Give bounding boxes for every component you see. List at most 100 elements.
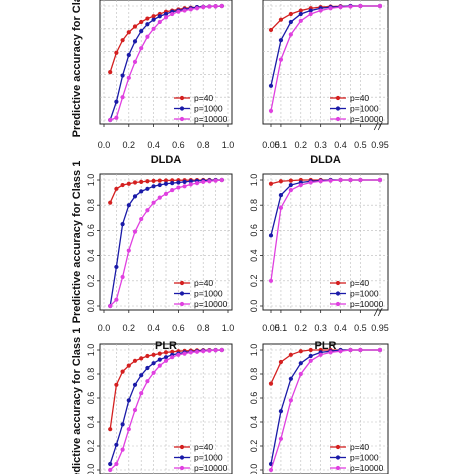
axis-break-mark	[373, 307, 379, 317]
y-tick-label: 0.0	[249, 464, 259, 474]
data-point	[176, 180, 181, 185]
data-point	[182, 351, 187, 356]
data-point	[120, 369, 125, 374]
data-point	[176, 185, 181, 190]
data-point	[328, 6, 333, 11]
data-point	[298, 361, 303, 366]
panel-title: DLDA	[310, 154, 341, 166]
data-point	[201, 179, 206, 184]
x-tick-label: 0.6	[172, 140, 185, 150]
data-point	[132, 407, 138, 413]
data-point	[182, 184, 187, 189]
data-point	[145, 208, 150, 213]
y-tick-label: 0.6	[86, 392, 96, 405]
data-point	[338, 5, 343, 10]
axis-break-mark	[373, 121, 379, 131]
x-tick-label: 0.4	[334, 140, 347, 150]
legend-marker	[179, 116, 185, 122]
data-point	[268, 27, 274, 33]
axis-break-mark	[377, 121, 383, 131]
panel-5: 0.0 0.2 0.4 0.6 0.8 1.0 PLR Predictive accuracy…	[71, 328, 233, 474]
legend-marker	[179, 280, 185, 286]
data-point	[163, 181, 169, 186]
panel-title: DLDA	[151, 154, 182, 166]
data-point	[298, 371, 303, 377]
x-tick-label: 0.95	[371, 140, 389, 150]
legend-marker	[179, 465, 185, 471]
y-tick-label: 1.0	[86, 174, 96, 187]
data-point	[163, 355, 169, 360]
legend-label: p=40	[194, 278, 213, 288]
legend-marker	[335, 291, 341, 296]
data-point	[120, 422, 125, 427]
data-point	[139, 356, 144, 361]
data-point	[318, 179, 323, 184]
data-point	[151, 26, 156, 31]
data-point	[120, 222, 125, 227]
data-point	[288, 187, 293, 193]
data-point	[108, 117, 113, 123]
series-line-p=1000	[270, 179, 380, 236]
legend-label: p=10000	[194, 114, 228, 124]
x-tick-label: 0.3	[314, 140, 327, 150]
data-point	[114, 186, 119, 191]
data-point	[126, 363, 131, 368]
panel-1: 0.0 0.2 0.4 0.6 0.8 1.0 Predictive accuracy fo…	[71, 0, 234, 150]
data-point	[145, 365, 150, 371]
y-tick-label: 0.6	[249, 392, 259, 405]
x-tick-label: 0.95	[371, 323, 389, 333]
data-point	[268, 181, 274, 186]
data-point	[219, 3, 224, 9]
data-point	[163, 15, 169, 20]
data-point	[157, 182, 162, 188]
series-group	[108, 3, 224, 123]
data-point	[182, 8, 187, 13]
y-tick-label: 0.0	[249, 300, 259, 313]
legend-marker	[335, 301, 341, 307]
data-point	[157, 19, 162, 25]
data-point	[308, 180, 313, 185]
data-point	[151, 370, 156, 375]
data-point	[139, 19, 144, 25]
plot-frame	[262, 343, 389, 474]
data-point	[298, 11, 303, 17]
legend-marker	[179, 301, 185, 307]
data-point	[108, 303, 113, 309]
data-point	[145, 353, 150, 359]
data-point	[132, 358, 138, 363]
legend-label: p=40	[194, 442, 213, 452]
data-point	[170, 187, 175, 193]
data-point	[157, 178, 162, 183]
data-point	[308, 11, 313, 17]
data-point	[207, 179, 212, 184]
data-point	[358, 347, 363, 353]
y-tick-label: 1.0	[249, 174, 259, 187]
y-tick-label: 0.4	[249, 249, 259, 262]
legend-label: p=1000	[194, 104, 223, 114]
data-point	[126, 398, 131, 403]
y-tick-label: 0.8	[86, 199, 96, 212]
data-point	[126, 181, 131, 186]
data-point	[170, 355, 175, 360]
y-tick-label: 0.0	[86, 300, 96, 313]
x-tick-label: 0.5	[354, 323, 367, 333]
y-tick-label: 0.6	[86, 224, 96, 237]
data-point	[139, 216, 144, 222]
data-point	[377, 347, 383, 353]
data-point	[139, 189, 144, 194]
data-point	[151, 200, 156, 205]
data-point	[348, 177, 353, 183]
data-point	[328, 178, 333, 183]
x-tick-label: 0.8	[197, 323, 210, 333]
data-point	[114, 50, 119, 55]
data-point	[308, 353, 313, 359]
data-point	[163, 11, 169, 17]
data-point	[132, 59, 138, 64]
legend-marker	[335, 444, 341, 450]
x-tick-label: 0.05	[262, 140, 280, 150]
